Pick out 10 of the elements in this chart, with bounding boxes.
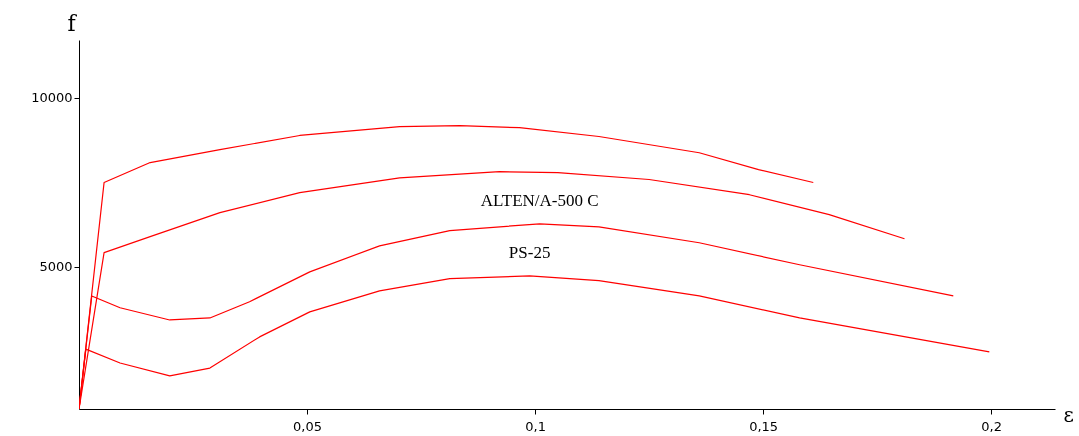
x-tick-label: 0,2 (981, 418, 1002, 434)
x-tick-label: 0,05 (293, 418, 323, 434)
x-axis-title: ε (1063, 402, 1074, 427)
y-tick-label: 10000 (31, 90, 73, 106)
y-axis-title: f (67, 10, 78, 36)
x-tick-label: 0,1 (525, 418, 546, 434)
series-label: ALTEN/A-500 C (480, 190, 599, 210)
series-label: PS-25 (508, 242, 551, 262)
x-tick-label: 0,15 (749, 418, 779, 434)
y-tick-label: 5000 (39, 259, 73, 275)
